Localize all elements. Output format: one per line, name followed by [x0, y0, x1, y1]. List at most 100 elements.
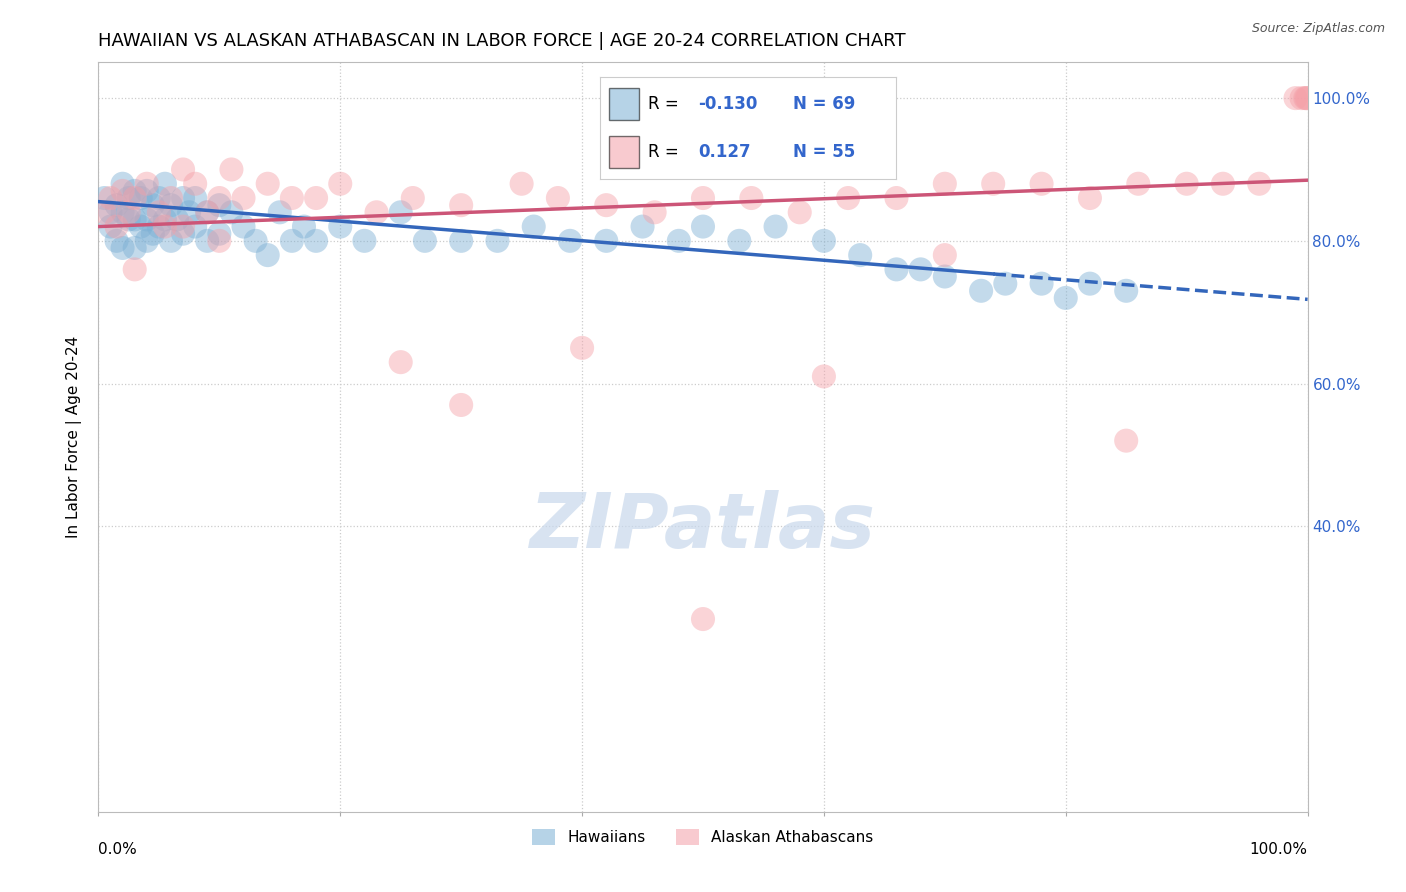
- Point: [1115, 434, 1137, 448]
- Point: [329, 177, 352, 191]
- Text: Source: ZipAtlas.com: Source: ZipAtlas.com: [1251, 22, 1385, 36]
- Point: [256, 177, 278, 191]
- Point: [232, 191, 254, 205]
- Point: [450, 198, 472, 212]
- Point: [142, 227, 165, 241]
- Text: ZIPatlas: ZIPatlas: [530, 490, 876, 564]
- Point: [450, 234, 472, 248]
- Point: [184, 219, 207, 234]
- Point: [135, 234, 157, 248]
- Point: [111, 177, 134, 191]
- Point: [269, 205, 291, 219]
- Point: [450, 398, 472, 412]
- Point: [172, 219, 194, 234]
- Point: [179, 205, 201, 219]
- Point: [558, 234, 581, 248]
- Point: [486, 234, 509, 248]
- Point: [728, 234, 751, 248]
- Text: 0.0%: 0.0%: [98, 842, 138, 856]
- Point: [118, 205, 141, 219]
- Point: [523, 219, 546, 234]
- Point: [402, 191, 425, 205]
- Point: [886, 191, 908, 205]
- Point: [510, 177, 533, 191]
- Point: [934, 248, 956, 262]
- Point: [160, 191, 183, 205]
- Point: [172, 162, 194, 177]
- Point: [1295, 91, 1317, 105]
- Point: [195, 234, 218, 248]
- Point: [124, 191, 146, 205]
- Point: [631, 219, 654, 234]
- Point: [208, 227, 231, 241]
- Point: [692, 191, 714, 205]
- Point: [934, 269, 956, 284]
- Point: [994, 277, 1017, 291]
- Point: [1054, 291, 1077, 305]
- Point: [1291, 91, 1313, 105]
- Point: [1128, 177, 1150, 191]
- Point: [692, 219, 714, 234]
- Point: [142, 198, 165, 212]
- Point: [184, 177, 207, 191]
- Point: [389, 205, 412, 219]
- Legend: Hawaiians, Alaskan Athabascans: Hawaiians, Alaskan Athabascans: [533, 830, 873, 846]
- Point: [668, 234, 690, 248]
- Point: [124, 184, 146, 198]
- Point: [353, 234, 375, 248]
- Point: [329, 219, 352, 234]
- Point: [910, 262, 932, 277]
- Point: [105, 198, 128, 212]
- Point: [105, 219, 128, 234]
- Point: [232, 219, 254, 234]
- Point: [292, 219, 315, 234]
- Point: [111, 241, 134, 255]
- Text: HAWAIIAN VS ALASKAN ATHABASCAN IN LABOR FORCE | AGE 20-24 CORRELATION CHART: HAWAIIAN VS ALASKAN ATHABASCAN IN LABOR …: [98, 32, 905, 50]
- Point: [981, 177, 1004, 191]
- Point: [1249, 177, 1271, 191]
- Point: [135, 212, 157, 227]
- Point: [595, 198, 617, 212]
- Point: [389, 355, 412, 369]
- Point: [221, 162, 243, 177]
- Point: [172, 191, 194, 205]
- Point: [692, 612, 714, 626]
- Point: [413, 234, 436, 248]
- Point: [100, 191, 122, 205]
- Point: [281, 234, 304, 248]
- Point: [111, 205, 134, 219]
- Point: [305, 191, 328, 205]
- Point: [1031, 277, 1053, 291]
- Point: [305, 234, 328, 248]
- Point: [124, 262, 146, 277]
- Point: [789, 205, 811, 219]
- Point: [195, 205, 218, 219]
- Point: [100, 205, 122, 219]
- Point: [221, 205, 243, 219]
- Point: [208, 191, 231, 205]
- Point: [148, 205, 170, 219]
- Point: [129, 219, 152, 234]
- Y-axis label: In Labor Force | Age 20-24: In Labor Force | Age 20-24: [66, 336, 83, 538]
- Point: [111, 184, 134, 198]
- Point: [124, 241, 146, 255]
- Point: [1175, 177, 1198, 191]
- Point: [1078, 277, 1101, 291]
- Point: [135, 177, 157, 191]
- Point: [153, 219, 176, 234]
- Text: 100.0%: 100.0%: [1250, 842, 1308, 856]
- Point: [1212, 177, 1234, 191]
- Point: [256, 248, 278, 262]
- Point: [135, 184, 157, 198]
- Point: [1296, 91, 1319, 105]
- Point: [153, 177, 176, 191]
- Point: [184, 191, 207, 205]
- Point: [129, 191, 152, 205]
- Point: [547, 191, 569, 205]
- Point: [100, 219, 122, 234]
- Point: [644, 205, 666, 219]
- Point: [93, 205, 115, 219]
- Point: [118, 191, 141, 205]
- Point: [1078, 191, 1101, 205]
- Point: [281, 191, 304, 205]
